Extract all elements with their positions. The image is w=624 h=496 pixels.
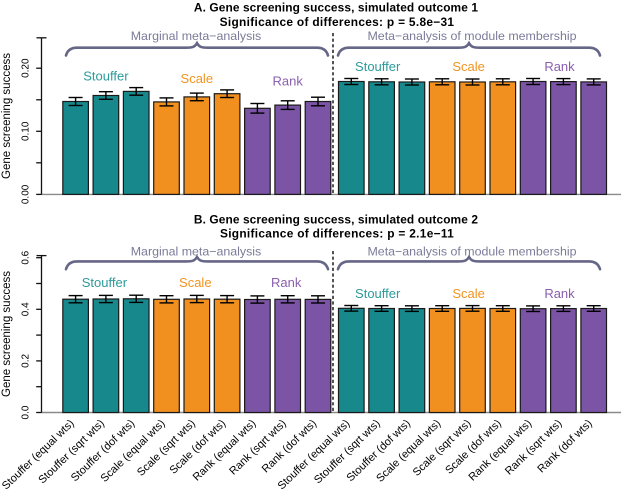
svg-text:0.20: 0.20 — [21, 58, 32, 78]
svg-text:Rank: Rank — [544, 59, 575, 74]
svg-text:B. Gene screening success, sim: B. Gene screening success, simulated out… — [194, 213, 478, 227]
svg-text:A. Gene screening success, sim: A. Gene screening success, simulated out… — [194, 0, 478, 14]
svg-text:Marginal meta−analysis: Marginal meta−analysis — [131, 244, 262, 258]
svg-text:Meta−analysis of module member: Meta−analysis of module membership — [367, 244, 576, 258]
svg-text:Stouffer: Stouffer — [355, 286, 401, 301]
svg-text:Significance of differences: p: Significance of differences: p = 5.8e−31 — [220, 15, 455, 29]
svg-text:0.4: 0.4 — [21, 302, 32, 316]
svg-text:Significance of differences: p: Significance of differences: p = 2.1e−11 — [220, 227, 454, 241]
svg-text:Scale: Scale — [181, 71, 214, 86]
svg-text:0.6: 0.6 — [21, 250, 32, 264]
svg-text:Rank: Rank — [271, 275, 302, 290]
svg-text:Stouffer: Stouffer — [355, 59, 401, 74]
svg-text:0.10: 0.10 — [21, 121, 32, 141]
svg-text:0.0: 0.0 — [21, 405, 32, 419]
svg-text:Marginal meta−analysis: Marginal meta−analysis — [131, 29, 262, 43]
svg-text:Rank: Rank — [273, 74, 304, 89]
svg-text:Gene screening success: Gene screening success — [1, 53, 13, 179]
svg-text:0.2: 0.2 — [21, 354, 32, 368]
svg-text:Scale: Scale — [452, 59, 485, 74]
svg-text:Stouffer: Stouffer — [82, 275, 128, 290]
svg-text:0.00: 0.00 — [21, 184, 32, 204]
svg-text:Scale: Scale — [179, 275, 212, 290]
svg-text:Scale: Scale — [452, 286, 485, 301]
svg-text:Stouffer: Stouffer — [83, 68, 129, 83]
svg-text:Gene screening success: Gene screening success — [1, 271, 13, 397]
svg-text:Meta−analysis of module member: Meta−analysis of module membership — [367, 29, 576, 43]
svg-text:Rank: Rank — [544, 286, 575, 301]
